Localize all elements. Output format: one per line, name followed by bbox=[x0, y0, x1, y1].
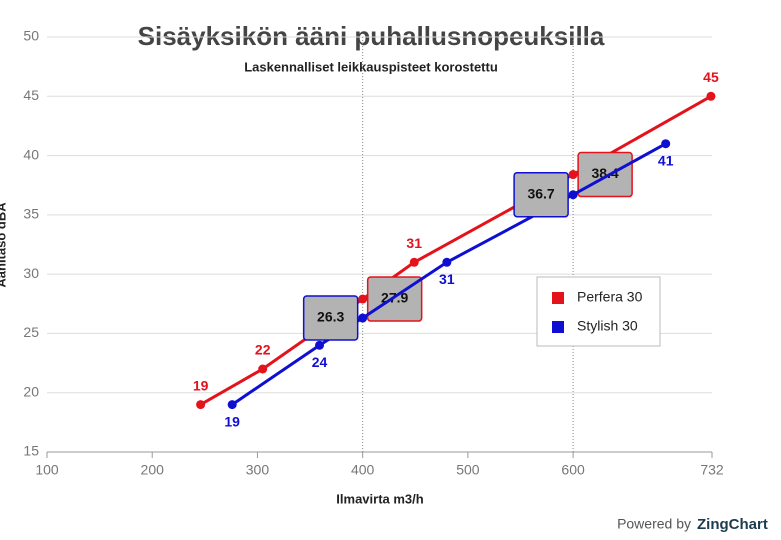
y-tick-label: 45 bbox=[23, 87, 39, 103]
legend-label: Stylish 30 bbox=[577, 318, 638, 334]
data-label: 31 bbox=[406, 235, 422, 251]
legend-box bbox=[536, 276, 661, 347]
series-line bbox=[231, 142, 667, 406]
point bbox=[568, 190, 578, 200]
data-label: 41 bbox=[658, 152, 674, 168]
point bbox=[315, 340, 325, 350]
point bbox=[358, 294, 368, 304]
legend-label: Perfera 30 bbox=[577, 289, 643, 305]
data-label: 31 bbox=[439, 271, 455, 287]
label-box bbox=[302, 295, 359, 341]
point bbox=[358, 313, 368, 323]
x-tick-label: 200 bbox=[141, 462, 165, 478]
data-label: 45 bbox=[703, 69, 719, 85]
y-tick-label: 40 bbox=[23, 146, 39, 162]
point bbox=[661, 139, 671, 149]
legend-swatch bbox=[552, 292, 564, 304]
x-tick-label: 300 bbox=[246, 462, 270, 478]
y-tick-label: 15 bbox=[23, 443, 39, 459]
data-label: 19 bbox=[224, 413, 240, 429]
chart-subtitle: Laskennalliset leikkauspisteet korostett… bbox=[244, 59, 498, 74]
y-tick-label: 25 bbox=[23, 324, 39, 340]
x-tick-label: 400 bbox=[351, 462, 375, 478]
x-axis-label: Ilmavirta m3/h bbox=[336, 491, 423, 506]
point bbox=[258, 364, 268, 374]
x-tick-label: 600 bbox=[561, 462, 585, 478]
label-box bbox=[513, 171, 569, 218]
data-label: 36.7 bbox=[527, 185, 554, 201]
data-label: 38.4 bbox=[591, 165, 618, 181]
point bbox=[442, 257, 452, 267]
credit: Powered by bbox=[617, 516, 691, 532]
credit-brand: ZingChart bbox=[697, 516, 768, 533]
y-tick-label: 50 bbox=[23, 28, 39, 44]
y-tick-label: 20 bbox=[23, 383, 39, 399]
point bbox=[227, 400, 237, 410]
chart-title: Sisäyksikön ääni puhallusnopeuksilla bbox=[138, 21, 605, 51]
y-axis-label: Äänitaso dBA bbox=[0, 202, 8, 288]
data-label: 22 bbox=[255, 342, 271, 358]
point bbox=[409, 257, 419, 267]
data-label: 19 bbox=[193, 377, 209, 393]
y-tick-label: 30 bbox=[23, 265, 39, 281]
x-tick-label: 500 bbox=[456, 462, 480, 478]
point bbox=[568, 170, 578, 180]
y-tick-label: 35 bbox=[23, 206, 39, 222]
point bbox=[196, 400, 206, 410]
data-label: 24 bbox=[312, 354, 328, 370]
data-label: 26.3 bbox=[317, 309, 344, 325]
legend-swatch bbox=[552, 321, 564, 333]
x-tick-label: 100 bbox=[35, 462, 59, 478]
point bbox=[706, 91, 716, 101]
x-tick-label: 732 bbox=[700, 462, 724, 478]
